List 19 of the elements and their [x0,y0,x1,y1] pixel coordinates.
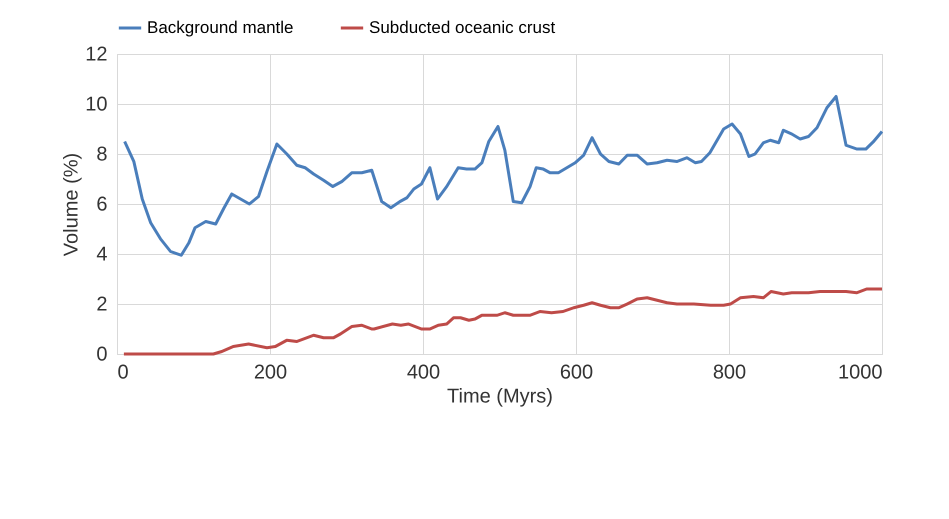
y-tick-label: 10 [85,94,108,116]
y-tick-label: 2 [96,294,108,316]
x-tick-label: 0 [118,362,129,384]
x-axis-title: Time (Myrs) [447,386,553,408]
y-tick-label: 0 [96,344,108,366]
line-series [123,95,884,257]
line-series [122,288,884,356]
legend-label: Subducted oceanic crust [369,18,556,37]
y-axis-title: Volume (%) [60,152,82,256]
legend-label: Background mantle [147,18,294,37]
x-tick-label: 800 [712,362,746,384]
y-tick-label: 4 [96,244,108,266]
y-tick-label: 12 [85,44,108,66]
y-tick-label: 8 [96,144,108,166]
y-tick-label: 6 [96,194,108,216]
x-tick-label: 400 [406,362,440,384]
x-tick-label: 1000 [838,362,882,384]
x-tick-label: 200 [254,362,288,384]
x-tick-label: 600 [560,362,594,384]
